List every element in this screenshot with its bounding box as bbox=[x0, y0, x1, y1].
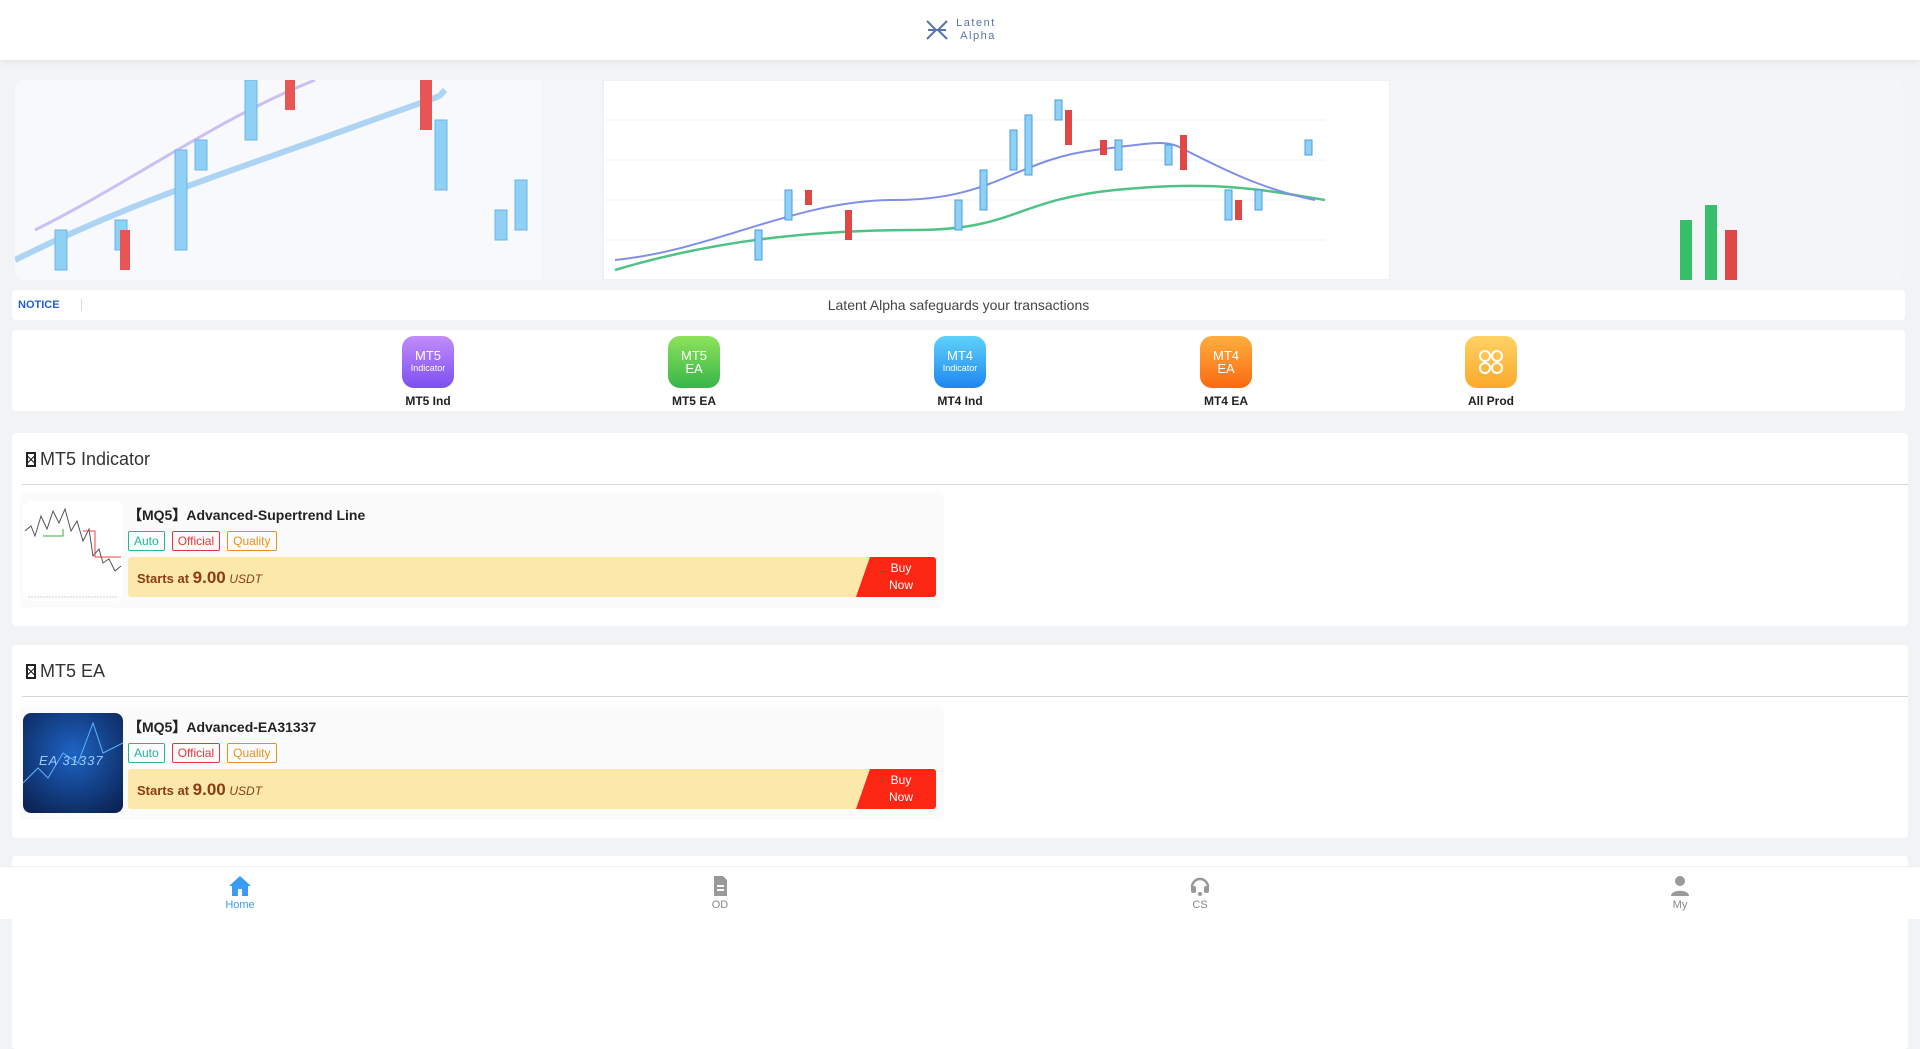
category-mt4-ind[interactable]: MT4 Indicator MT4 Ind bbox=[905, 336, 1015, 408]
notice-text[interactable]: Latent Alpha safeguards your transaction… bbox=[827, 297, 1090, 313]
logo[interactable]: Latent Alpha bbox=[924, 17, 996, 43]
tag-auto: Auto bbox=[128, 531, 165, 551]
tag-quality: Quality bbox=[227, 743, 277, 763]
section-mt5-ea: MT5 EA EA 31337 【MQ5】Advanced-EA31337 Au… bbox=[12, 645, 1908, 838]
home-icon bbox=[229, 876, 251, 896]
category-all-prod[interactable]: All Prod bbox=[1436, 336, 1546, 408]
logo-line1: Latent bbox=[956, 17, 996, 29]
tag-official: Official bbox=[171, 531, 221, 551]
divider bbox=[22, 484, 1908, 485]
logo-icon bbox=[926, 20, 948, 40]
price-bar: Starts at 9.00 USDT Buy Now bbox=[128, 769, 936, 809]
logo-line2: Alpha bbox=[960, 30, 996, 42]
nav-home[interactable]: Home bbox=[200, 875, 280, 911]
notice-bar: NOTICE Latent Alpha safeguards your tran… bbox=[12, 290, 1905, 320]
product-title[interactable]: 【MQ5】Advanced-Supertrend Line bbox=[128, 507, 366, 523]
document-icon bbox=[714, 876, 727, 896]
buy-line1: Buy bbox=[890, 773, 912, 787]
price-unit: USDT bbox=[229, 784, 263, 798]
mt4-ea-icon: MT4 EA bbox=[1200, 336, 1252, 388]
price-bar: Starts at 9.00 USDT Buy Now bbox=[128, 557, 936, 597]
price-value: 9.00 bbox=[192, 568, 226, 587]
mt5-ea-icon: MT5 EA bbox=[668, 336, 720, 388]
category-label: All Prod bbox=[1467, 394, 1514, 408]
nav-label: My bbox=[1672, 899, 1688, 911]
icon-subtext: Indicator bbox=[410, 363, 446, 373]
buy-now-button[interactable]: Buy Now bbox=[856, 557, 936, 597]
missing-glyph-icon bbox=[26, 664, 36, 679]
product-title[interactable]: 【MQ5】Advanced-EA31337 bbox=[128, 719, 317, 735]
price-unit: USDT bbox=[229, 572, 263, 586]
icon-text: MT4 bbox=[947, 348, 973, 363]
headset-icon bbox=[1190, 877, 1210, 896]
category-mt4-ea[interactable]: MT4 EA MT4 EA bbox=[1171, 336, 1281, 408]
product-card[interactable]: 【MQ5】Advanced-Supertrend Line Auto Offic… bbox=[21, 493, 943, 606]
bottom-nav: Home OD CS My bbox=[0, 866, 1920, 919]
price: Starts at 9.00 USDT bbox=[137, 780, 262, 800]
missing-glyph-icon bbox=[26, 452, 36, 467]
app-header: Latent Alpha bbox=[0, 0, 1920, 60]
buy-line2: Now bbox=[888, 790, 913, 804]
category-label: MT5 Ind bbox=[405, 394, 451, 408]
nav-my[interactable]: My bbox=[1640, 875, 1720, 911]
banner-chart-image bbox=[15, 80, 1904, 280]
banner-carousel[interactable] bbox=[15, 80, 1904, 280]
icon-subtext: EA bbox=[685, 361, 703, 376]
category-grid: MT5 Indicator MT5 Ind MT5 EA MT5 EA MT4 Ind… bbox=[12, 330, 1905, 411]
nav-label: OD bbox=[711, 899, 729, 911]
thumbnail-text: EA 31337 bbox=[39, 753, 104, 768]
icon-subtext: Indicator bbox=[942, 363, 978, 373]
category-label: MT4 EA bbox=[1203, 394, 1248, 408]
product-thumbnail: EA 31337 bbox=[23, 713, 123, 813]
price-prefix: Starts at bbox=[137, 571, 190, 586]
tag-official: Official bbox=[171, 743, 221, 763]
product-thumbnail bbox=[23, 501, 123, 601]
product-card[interactable]: EA 31337 【MQ5】Advanced-EA31337 Auto Offi… bbox=[21, 705, 943, 818]
icon-text: MT5 bbox=[415, 348, 441, 363]
category-mt5-ind[interactable]: MT5 Indicator MT5 Ind bbox=[373, 336, 483, 408]
product-tags: Auto Official Quality bbox=[128, 743, 277, 763]
buy-now-button[interactable]: Buy Now bbox=[856, 769, 936, 809]
section-mt5-indicator: MT5 Indicator 【MQ5】Advanced-Supertrend L… bbox=[12, 433, 1908, 626]
icon-subtext: EA bbox=[1217, 361, 1235, 376]
mt5-indicator-icon: MT5 Indicator bbox=[402, 336, 454, 388]
buy-line2: Now bbox=[888, 578, 913, 592]
nav-cs[interactable]: CS bbox=[1160, 875, 1240, 911]
category-label: MT5 EA bbox=[671, 394, 716, 408]
price: Starts at 9.00 USDT bbox=[137, 568, 262, 588]
price-value: 9.00 bbox=[192, 780, 226, 799]
tag-quality: Quality bbox=[227, 531, 277, 551]
product-tags: Auto Official Quality bbox=[128, 531, 277, 551]
divider bbox=[22, 696, 1908, 697]
icon-text: MT5 bbox=[681, 348, 707, 363]
section-title-text: MT5 EA bbox=[40, 661, 106, 681]
category-label: MT4 Ind bbox=[937, 394, 983, 408]
section-title-text: MT5 Indicator bbox=[40, 449, 151, 469]
price-prefix: Starts at bbox=[137, 783, 190, 798]
notice-label: NOTICE bbox=[12, 299, 82, 311]
nav-od[interactable]: OD bbox=[680, 875, 760, 911]
nav-label: CS bbox=[1192, 899, 1208, 911]
section-title: MT5 EA bbox=[26, 661, 105, 682]
nav-label: Home bbox=[225, 899, 255, 911]
category-mt5-ea[interactable]: MT5 EA MT5 EA bbox=[639, 336, 749, 408]
section-title: MT5 Indicator bbox=[26, 449, 150, 470]
buy-line1: Buy bbox=[890, 561, 912, 575]
tag-auto: Auto bbox=[128, 743, 165, 763]
grid-icon bbox=[1465, 336, 1517, 388]
user-icon bbox=[1671, 876, 1689, 896]
mt4-indicator-icon: MT4 Indicator bbox=[934, 336, 986, 388]
icon-text: MT4 bbox=[1213, 348, 1239, 363]
